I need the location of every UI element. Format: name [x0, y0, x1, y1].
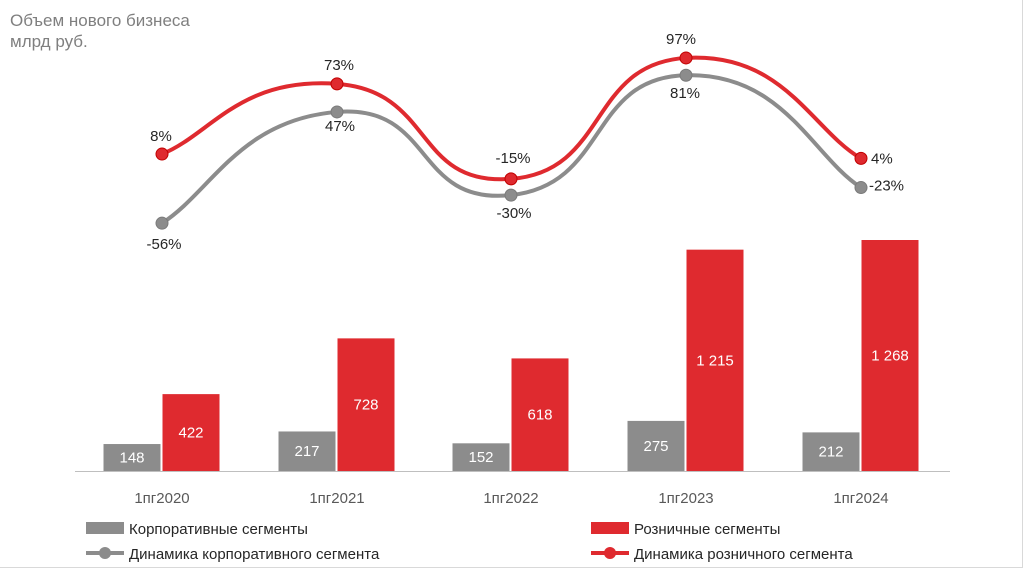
point-corporate-dynamics-1	[330, 105, 344, 119]
legend-swatch-corporate	[86, 522, 124, 534]
legend-swatch-marker-corporate-dynamics	[99, 547, 111, 559]
bar-retail-4	[861, 240, 919, 471]
x-axis-ticks: 1пг2020 1пг2021 1пг2022 1пг2023 1пг2024	[134, 490, 888, 507]
point-label-retail-dynamics-1: 73%	[324, 57, 354, 74]
point-retail-dynamics-3	[679, 51, 693, 65]
bar-retail-0	[162, 394, 220, 471]
point-corporate-dynamics-4	[854, 181, 868, 195]
bar-corporate-4	[802, 432, 860, 471]
bar-label-retail-0: 422	[178, 425, 203, 442]
bar-corporate-0	[103, 444, 161, 471]
bar-retail-2	[511, 358, 569, 471]
legend-swatch-retail	[591, 522, 629, 534]
bar-label-corporate-3: 275	[643, 438, 668, 455]
point-label-corporate-dynamics-3: 81%	[670, 85, 700, 102]
x-tick-label-0: 1пг2020	[134, 490, 189, 507]
bar-label-retail-3: 1 215	[696, 352, 734, 369]
point-label-retail-dynamics-3: 97%	[666, 31, 696, 48]
bar-label-corporate-2: 152	[468, 449, 493, 466]
bar-label-retail-2: 618	[527, 407, 552, 424]
bars-layer: 148 422 217 728 152 618 275 1 215 212 1 268	[103, 240, 919, 471]
point-label-corporate-dynamics-1: 47%	[325, 118, 355, 135]
point-retail-dynamics-1	[330, 77, 344, 91]
bar-label-corporate-1: 217	[294, 443, 319, 460]
bar-retail-1	[337, 338, 395, 471]
bar-label-retail-4: 1 268	[871, 348, 909, 365]
legend-label-retail-dynamics: Динамика розничного сегмента	[634, 546, 853, 563]
bar-corporate-2	[452, 443, 510, 471]
bar-label-corporate-4: 212	[818, 444, 843, 461]
bar-label-corporate-0: 148	[119, 450, 144, 467]
point-corporate-dynamics-3	[679, 68, 693, 82]
lines-layer: -56% 47% -30% 81% -23% 8% 73% -15% 97% 4%	[146, 31, 904, 253]
legend-swatch-marker-retail-dynamics	[604, 547, 616, 559]
chart-title-line2: млрд руб.	[10, 32, 88, 51]
x-tick-label-4: 1пг2024	[833, 490, 888, 507]
point-retail-dynamics-4	[854, 151, 868, 165]
legend-label-corporate: Корпоративные сегменты	[129, 521, 308, 538]
point-corporate-dynamics-0	[155, 216, 169, 230]
legend-label-corporate-dynamics: Динамика корпоративного сегмента	[129, 546, 380, 563]
bar-retail-3	[686, 249, 744, 471]
point-label-retail-dynamics-2: -15%	[495, 150, 530, 167]
x-tick-label-1: 1пг2021	[309, 490, 364, 507]
chart-title-line1: Объем нового бизнеса	[10, 11, 190, 30]
legend-label-retail: Розничные сегменты	[634, 521, 780, 538]
chart-title: Объем нового бизнеса млрд руб.	[10, 10, 190, 52]
point-retail-dynamics-0	[155, 147, 169, 161]
point-label-corporate-dynamics-0: -56%	[146, 236, 181, 253]
point-label-retail-dynamics-0: 8%	[150, 128, 172, 145]
x-tick-label-2: 1пг2022	[483, 490, 538, 507]
point-retail-dynamics-2	[504, 172, 518, 186]
point-label-corporate-dynamics-2: -30%	[496, 205, 531, 222]
bar-corporate-1	[278, 431, 336, 471]
bar-label-retail-1: 728	[353, 397, 378, 414]
point-label-corporate-dynamics-4: -23%	[869, 178, 904, 195]
x-tick-label-3: 1пг2023	[658, 490, 713, 507]
bar-corporate-3	[627, 420, 685, 471]
point-label-retail-dynamics-4: 4%	[871, 150, 893, 167]
legend: Корпоративные сегменты Розничные сегменты…	[86, 521, 853, 563]
point-corporate-dynamics-2	[504, 188, 518, 202]
